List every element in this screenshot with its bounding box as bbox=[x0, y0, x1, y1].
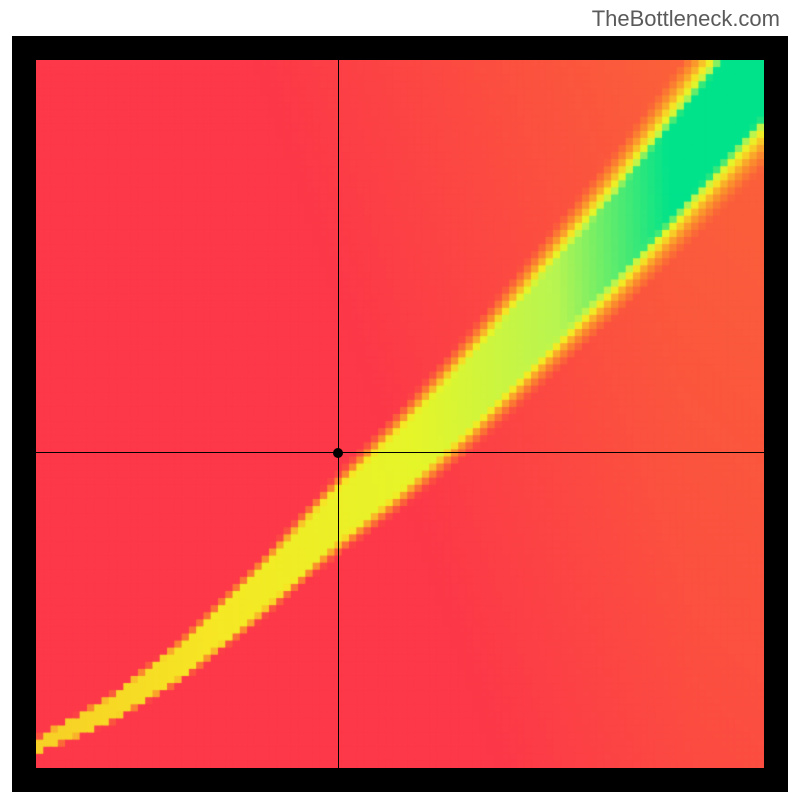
chart-container: TheBottleneck.com bbox=[0, 0, 800, 800]
crosshair-horizontal bbox=[36, 452, 764, 453]
watermark-text: TheBottleneck.com bbox=[592, 6, 780, 32]
crosshair-vertical bbox=[338, 60, 339, 768]
bottleneck-heatmap bbox=[36, 60, 764, 768]
crosshair-point bbox=[333, 448, 343, 458]
